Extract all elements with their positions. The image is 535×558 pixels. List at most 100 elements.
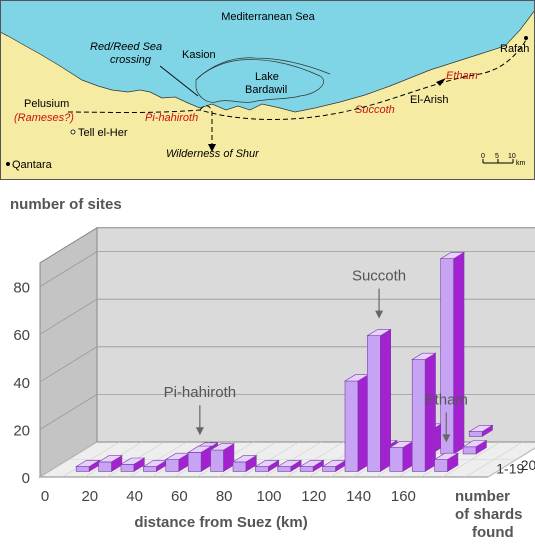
scale-0: 0 [481, 153, 485, 160]
x-tick-label: 0 [41, 488, 49, 505]
y-tick-label: 60 [13, 327, 30, 344]
lake-label-line1: Lake [255, 71, 279, 83]
series-label: 1-19 [496, 460, 524, 476]
bar [299, 459, 325, 472]
scale-5: 5 [495, 153, 499, 160]
bar-front [411, 359, 426, 472]
bar-front [299, 466, 314, 472]
bar-top [75, 459, 101, 467]
bar-side [424, 352, 436, 472]
annotation-arrowhead [375, 310, 384, 319]
bar-front [434, 459, 448, 472]
bar-top [411, 352, 437, 360]
rafah-dot [524, 36, 528, 40]
y-tick-label: 0 [22, 470, 30, 487]
x-axis-title: distance from Suez (km) [134, 514, 307, 531]
bar-front [344, 380, 359, 472]
pelusium-label: Pelusium [24, 98, 69, 110]
chart-ticks: 0204060800204060801001201401601-1920-646… [13, 280, 535, 505]
scale-unit: km [516, 160, 526, 167]
qantara-label: Qantara [12, 159, 53, 171]
bar-front [367, 335, 381, 472]
bar-front [232, 461, 247, 472]
tell-el-her-dot [70, 129, 76, 135]
bar [97, 455, 123, 472]
bar-top [462, 440, 488, 448]
bar [366, 328, 392, 472]
bar [468, 424, 494, 437]
bar [388, 440, 415, 472]
y-tick-label: 40 [13, 375, 30, 392]
bar-front [75, 466, 90, 472]
depth-title-line1: number [455, 488, 510, 505]
mediterranean-sea [0, 0, 535, 113]
bar-top [366, 329, 392, 336]
bar-front [187, 452, 202, 472]
bar [254, 459, 280, 472]
bar-side [380, 328, 392, 472]
bar-top [433, 452, 459, 460]
qantara-dot [6, 162, 10, 166]
bar-front [462, 446, 477, 455]
depth-title-line2: of shards [455, 506, 523, 523]
bar-top [231, 455, 258, 463]
bar-top [254, 459, 280, 467]
x-tick-label: 60 [171, 488, 188, 505]
bar-front [165, 459, 180, 472]
wilderness-label: Wilderness of Shur [166, 148, 260, 160]
bar-top [468, 425, 494, 432]
exodus-route [67, 39, 527, 120]
x-tick-label: 140 [346, 488, 371, 505]
annotation-arrowhead [195, 427, 204, 436]
el-arish-label: El-Arish [410, 94, 449, 106]
depth-title-line3: found [472, 524, 514, 541]
bar-front [120, 463, 135, 472]
bar-top [276, 459, 303, 467]
bar [209, 443, 235, 472]
crossing-label-line2: crossing [110, 54, 152, 66]
kasion-label: Kasion [182, 49, 216, 61]
series-label: 20-64 [521, 457, 535, 473]
bar-front [255, 466, 269, 472]
crossing-route [199, 105, 213, 150]
succoth-label: Succoth [355, 104, 395, 116]
bar-front [389, 447, 404, 472]
bar-top [299, 459, 325, 467]
bar-front [210, 449, 224, 472]
bar-top [187, 445, 213, 453]
x-tick-label: 40 [126, 488, 143, 505]
bar [433, 452, 459, 472]
bar-front [322, 466, 336, 472]
x-tick-label: 160 [391, 488, 416, 505]
bar-top [119, 457, 146, 465]
y-axis-title: number of sites [10, 196, 122, 213]
back-wall [96, 227, 535, 443]
bar [411, 352, 437, 472]
bar-front [277, 466, 292, 472]
bar-front [468, 431, 483, 437]
bar [231, 455, 258, 472]
y-tick-label: 20 [13, 422, 30, 439]
route-arrow [436, 78, 446, 86]
gridline [39, 298, 535, 335]
bar-front [98, 461, 112, 472]
sea-label: Mediterranean Sea [221, 11, 315, 23]
sand-bar [195, 57, 331, 81]
bar [119, 457, 146, 472]
crossing-label-line1: Red/Reed Sea [90, 41, 162, 53]
gridline [39, 393, 535, 430]
rafah-label: Rafah [500, 43, 529, 55]
rameses-label: (Rameses?) [14, 112, 74, 124]
chart-bars [75, 251, 494, 472]
gridline [39, 346, 535, 383]
annotation-label: Etham [425, 391, 468, 408]
bar [187, 445, 213, 472]
bar-top [97, 455, 123, 463]
bar [439, 251, 466, 455]
wilderness-arrow [208, 144, 216, 152]
bar [462, 439, 488, 455]
bar-side [453, 251, 465, 455]
annotation-label: Succoth [352, 268, 406, 285]
bar-top [209, 443, 235, 451]
bar [276, 459, 303, 472]
